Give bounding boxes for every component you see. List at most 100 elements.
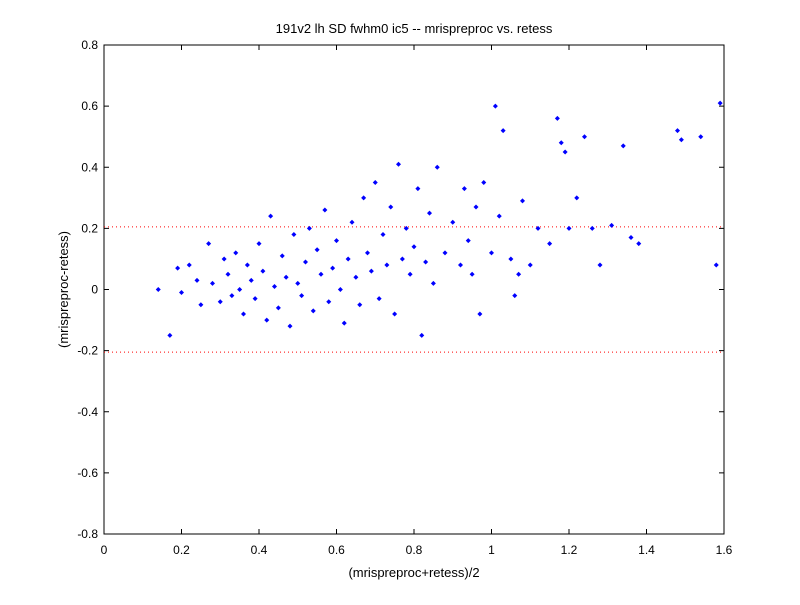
x-tick-label: 0.8	[406, 543, 423, 557]
x-tick-label: 0.6	[328, 543, 345, 557]
data-point	[275, 305, 281, 311]
data-point	[620, 143, 626, 149]
data-point	[283, 274, 289, 280]
data-point	[469, 271, 475, 277]
data-point	[450, 219, 456, 225]
data-point	[675, 128, 680, 134]
data-point	[365, 250, 370, 256]
data-point	[244, 262, 250, 268]
data-point	[597, 262, 603, 268]
x-tick-label: 0.4	[251, 543, 268, 557]
data-point	[477, 311, 483, 317]
data-point	[430, 280, 436, 286]
data-point	[361, 195, 367, 201]
data-point	[609, 222, 615, 228]
y-tick-label: 0	[91, 283, 98, 297]
data-point	[353, 274, 359, 280]
data-point	[295, 280, 301, 286]
data-point	[287, 323, 293, 329]
data-point	[272, 283, 277, 289]
data-point	[310, 308, 316, 314]
y-tick-label: -0.2	[77, 344, 98, 358]
data-point	[399, 256, 405, 262]
data-point	[225, 271, 231, 277]
data-point	[566, 225, 572, 231]
data-point	[376, 296, 382, 302]
data-point	[337, 287, 343, 292]
data-point	[186, 262, 192, 268]
y-tick-label: -0.4	[77, 405, 98, 419]
data-point	[489, 250, 494, 256]
data-point	[562, 149, 568, 155]
data-point	[198, 302, 204, 308]
data-point	[392, 311, 398, 317]
data-point	[206, 241, 212, 247]
data-point	[372, 180, 378, 186]
data-point	[384, 262, 390, 268]
x-tick-label: 1	[488, 543, 495, 557]
data-point	[558, 140, 564, 146]
data-point	[473, 204, 479, 210]
data-point	[210, 280, 215, 286]
data-point	[465, 238, 471, 244]
data-point	[636, 241, 642, 247]
x-tick-label: 0.2	[173, 543, 190, 557]
data-point	[574, 195, 580, 201]
data-point	[481, 180, 487, 186]
y-tick-label: -0.8	[77, 527, 98, 541]
data-point	[179, 290, 184, 296]
data-point	[434, 164, 440, 170]
data-point	[256, 241, 262, 247]
y-tick-label: 0.8	[81, 38, 98, 52]
data-point	[349, 219, 355, 225]
data-point	[322, 207, 328, 213]
data-point	[535, 225, 541, 231]
data-point	[403, 225, 409, 231]
data-point	[628, 235, 634, 241]
data-point	[368, 268, 374, 274]
y-tick-label: 0.2	[81, 221, 98, 235]
data-point	[407, 271, 413, 277]
data-point	[461, 186, 467, 192]
data-point	[547, 241, 553, 247]
data-point	[582, 134, 587, 140]
data-point	[248, 277, 254, 283]
data-point	[508, 256, 514, 262]
data-point	[419, 332, 425, 338]
data-point	[299, 293, 305, 299]
data-point	[221, 256, 227, 262]
data-point	[233, 250, 239, 256]
data-point	[217, 299, 223, 305]
x-axis-label: (mrispreproc+retess)/2	[348, 565, 479, 580]
data-point	[458, 262, 463, 268]
data-point	[496, 213, 502, 219]
data-point	[427, 210, 432, 216]
data-point	[330, 265, 336, 271]
data-point	[357, 302, 363, 308]
data-point	[306, 225, 312, 231]
x-tick-label: 0	[101, 543, 108, 557]
data-point	[415, 186, 421, 192]
data-point	[175, 265, 181, 271]
data-point	[520, 198, 525, 204]
data-point	[500, 128, 506, 134]
data-point	[411, 244, 417, 250]
data-point	[291, 231, 297, 237]
data-point	[314, 247, 320, 253]
data-point	[527, 262, 533, 268]
data-point	[194, 277, 200, 283]
data-point	[345, 256, 351, 262]
data-point	[252, 296, 258, 302]
data-point	[554, 115, 560, 121]
data-point	[264, 317, 270, 323]
reference-lines	[104, 226, 724, 353]
chart-title: 191v2 lh SD fwhm0 ic5 -- mrispreproc vs.…	[276, 21, 553, 36]
data-point	[318, 271, 324, 277]
y-tick-label: 0.6	[81, 99, 98, 113]
data-point	[341, 320, 347, 326]
data-point	[237, 287, 243, 292]
data-point	[167, 332, 173, 338]
data-point	[260, 268, 266, 274]
